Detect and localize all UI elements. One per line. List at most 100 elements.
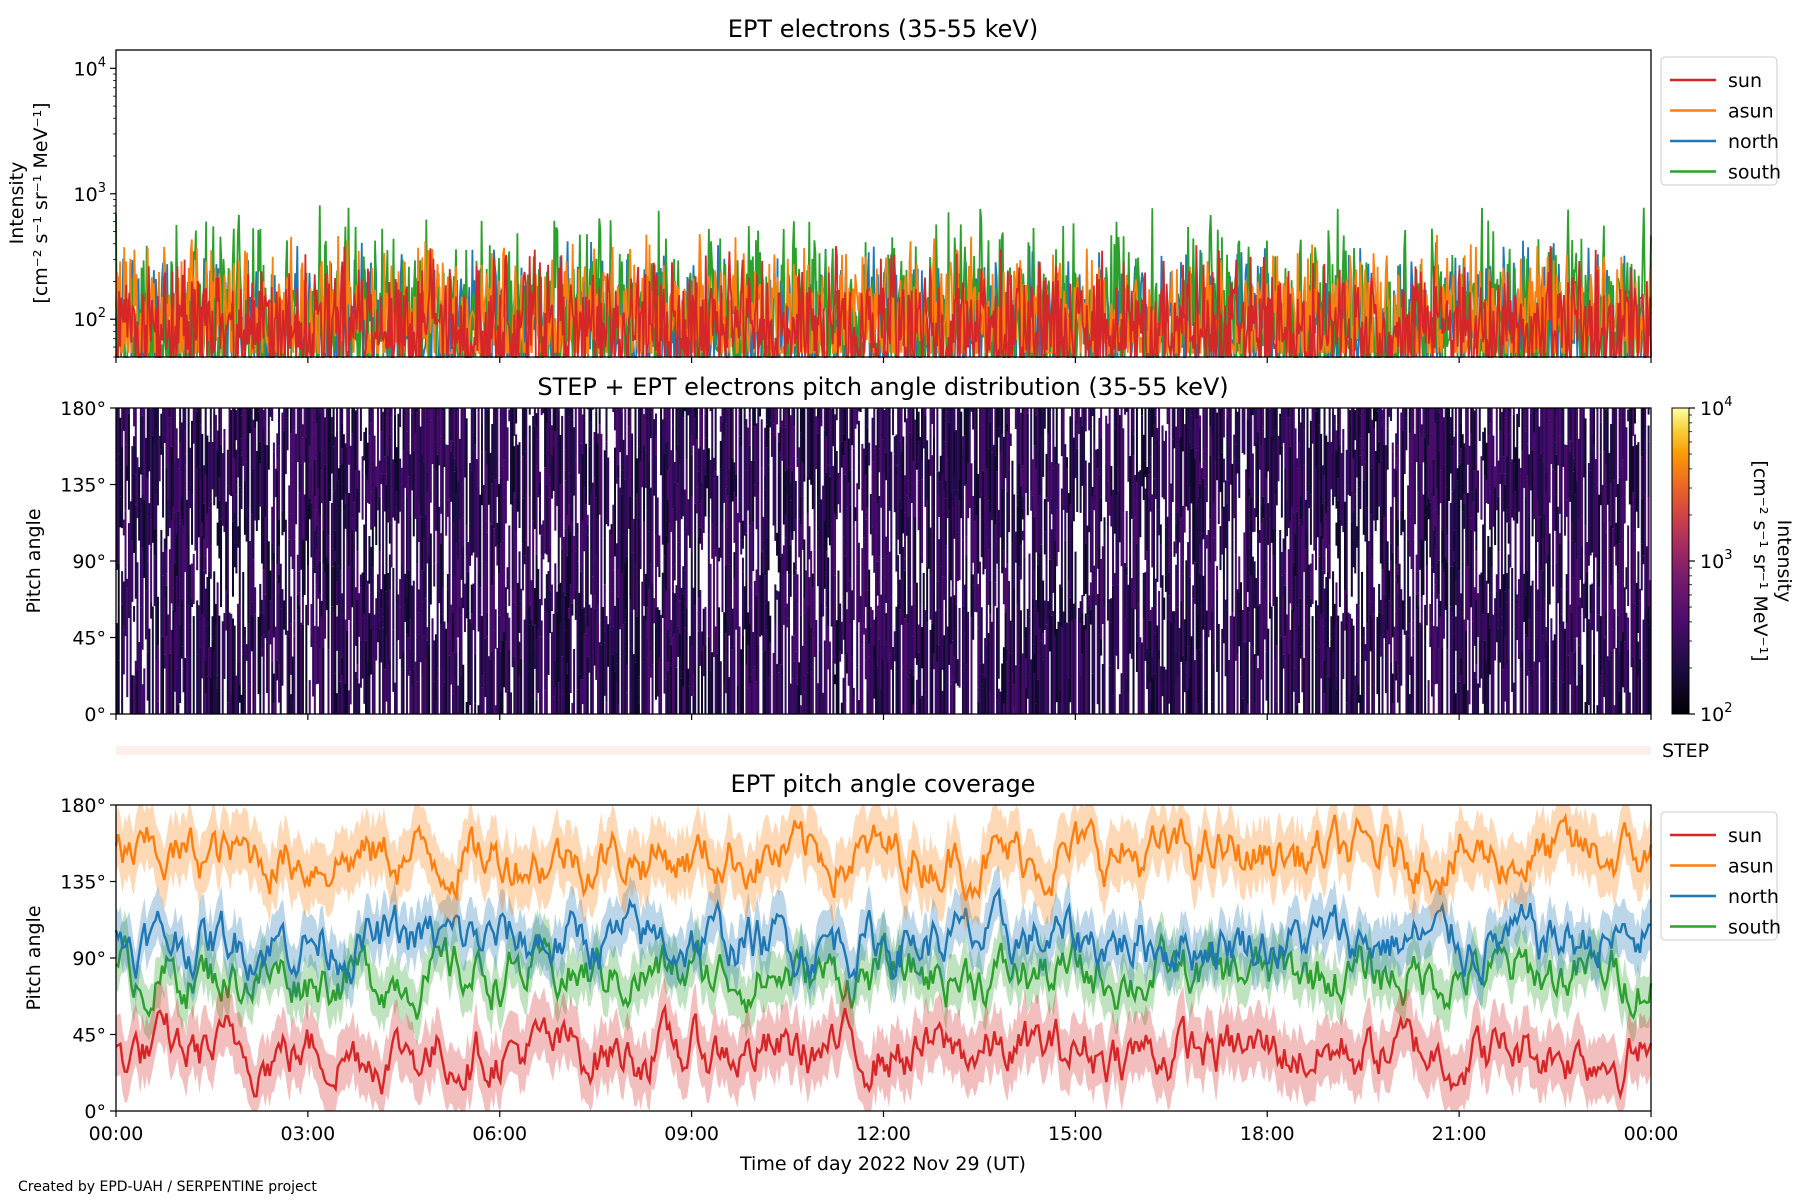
heatmap-cell	[271, 661, 274, 714]
heatmap-cell	[847, 591, 850, 686]
heatmap-cell	[1364, 408, 1367, 462]
heatmap-cell	[760, 419, 763, 468]
heatmap-cell	[1248, 478, 1251, 488]
heatmap-cell	[544, 411, 547, 468]
heatmap-cell	[325, 408, 328, 420]
heatmap-cell	[266, 445, 269, 540]
heatmap-cell	[1577, 672, 1580, 714]
heatmap-cell	[590, 422, 593, 495]
heatmap-cell	[1618, 543, 1621, 652]
heatmap-cell	[799, 705, 802, 714]
heatmap-cell	[716, 547, 719, 654]
heatmap-cell	[898, 440, 901, 499]
heatmap-cell	[1599, 422, 1602, 453]
heatmap-cell	[1050, 529, 1053, 616]
heatmap-cell	[1202, 575, 1205, 630]
heatmap-cell	[1072, 437, 1075, 522]
heatmap-cell	[989, 614, 992, 692]
heatmap-cell	[1557, 408, 1560, 466]
heatmap-cell	[1355, 603, 1358, 662]
heatmap-cell	[515, 434, 518, 498]
heatmap-cell	[1367, 620, 1370, 688]
heatmap-cell	[463, 583, 466, 633]
heatmap-cell	[595, 408, 598, 412]
heatmap-cell	[1355, 661, 1358, 714]
heatmap-cell	[1616, 615, 1619, 714]
heatmap-cell	[1071, 520, 1074, 620]
heatmap-cell	[1294, 534, 1297, 577]
heatmap-cell	[1272, 528, 1275, 556]
heatmap-cell	[278, 574, 281, 584]
panel1-ylabel: Intensity [cm⁻² s⁻¹ sr⁻¹ MeV⁻¹]	[6, 102, 52, 303]
heatmap-cell	[141, 546, 144, 650]
heatmap-cell	[1533, 432, 1536, 519]
heatmap-cell	[1159, 544, 1162, 588]
heatmap-cell	[472, 583, 475, 631]
heatmap-cell	[1535, 412, 1538, 518]
heatmap-cell	[209, 677, 212, 714]
heatmap-cell	[1575, 481, 1578, 560]
heatmap-cell	[1511, 459, 1514, 518]
heatmap-cell	[1089, 488, 1092, 573]
heatmap-cell	[322, 647, 325, 714]
heatmap-cell	[1417, 592, 1420, 606]
heatmap-cell	[636, 493, 639, 603]
heatmap-cell	[218, 478, 221, 501]
heatmap-cell	[1274, 494, 1277, 529]
heatmap-cell	[515, 603, 518, 714]
colorbar-label: Intensity [cm⁻² s⁻¹ sr⁻¹ MeV⁻¹]	[1749, 460, 1795, 661]
heatmap-cell	[603, 584, 606, 632]
heatmap-cell	[1031, 598, 1034, 645]
heatmap-cell	[1255, 656, 1258, 714]
heatmap-cell	[1361, 408, 1364, 466]
heatmap-cell	[518, 641, 521, 677]
heatmap-cell	[216, 688, 219, 714]
colorbar-label-title: Intensity	[1773, 520, 1795, 603]
heatmap-cell	[876, 503, 879, 533]
heatmap-cell	[538, 636, 541, 714]
heatmap-cell	[697, 597, 700, 632]
heatmap-cell	[702, 608, 705, 647]
heatmap-cell	[781, 553, 784, 665]
heatmap-cell	[489, 522, 492, 632]
heatmap-cell	[1048, 442, 1051, 497]
heatmap-cell	[748, 525, 751, 624]
heatmap-cell	[1499, 408, 1502, 432]
heatmap-cell	[567, 504, 570, 526]
heatmap-cell	[948, 573, 951, 665]
heatmap-cell	[1417, 408, 1420, 493]
heatmap-cell	[1149, 682, 1152, 700]
heatmap-cell	[629, 408, 632, 411]
heatmap-cell	[1512, 682, 1515, 714]
heatmap-cell	[839, 474, 842, 513]
heatmap-cell	[400, 563, 403, 669]
heatmap-cell	[750, 461, 753, 531]
heatmap-cell	[1451, 491, 1454, 567]
heatmap-cell	[1316, 408, 1319, 467]
heatmap-cell	[878, 496, 881, 557]
heatmap-cell	[1332, 408, 1335, 413]
heatmap-cell	[523, 408, 526, 452]
heatmap-cell	[424, 658, 427, 714]
heatmap-cell	[1477, 470, 1480, 513]
heatmap-cell	[989, 408, 992, 422]
heatmap-cell	[1135, 482, 1138, 544]
heatmap-cell	[1647, 408, 1650, 415]
heatmap-cell	[559, 582, 562, 624]
heatmap-cell	[455, 652, 458, 714]
heatmap-cell	[433, 640, 436, 682]
heatmap-cell	[687, 499, 690, 536]
heatmap-cell	[1231, 612, 1234, 714]
heatmap-cell	[941, 576, 944, 639]
heatmap-cell	[950, 684, 953, 714]
heatmap-cell	[873, 408, 876, 449]
heatmap-cell	[399, 579, 402, 608]
heatmap-cell	[347, 566, 350, 620]
heatmap-cell	[387, 573, 390, 603]
heatmap-cell	[958, 480, 961, 501]
heatmap-cell	[1430, 493, 1433, 568]
heatmap-cell	[255, 408, 258, 422]
heatmap-cell	[1076, 425, 1079, 449]
heatmap-cell	[631, 433, 634, 522]
heatmap-cell	[405, 496, 408, 596]
